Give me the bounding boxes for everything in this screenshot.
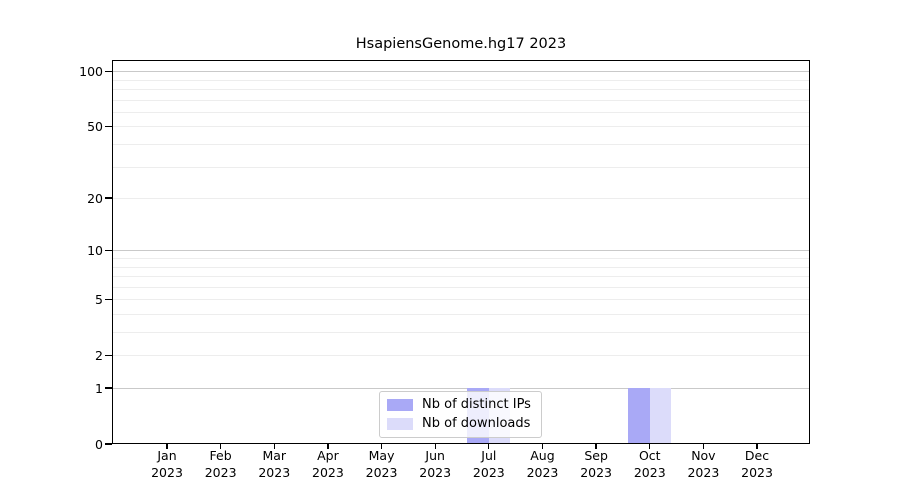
x-tick-label-line: 2023 <box>472 464 505 480</box>
x-tick-label-line: Oct <box>638 448 661 463</box>
x-tick-mark <box>273 444 275 449</box>
gridline-minor <box>112 313 810 315</box>
x-tick-label-line: Dec <box>744 448 770 463</box>
x-tick-mark <box>380 444 383 449</box>
gridline-minor <box>112 79 810 81</box>
x-tick-label: Sep 2023 <box>564 448 628 481</box>
x-tick-mark <box>541 444 544 449</box>
gridline-major <box>112 71 810 73</box>
gridline-minor <box>112 258 810 259</box>
x-tick-label-line: 2023 <box>526 464 559 480</box>
y-tick-label: 5 <box>95 291 103 307</box>
x-tick-label: Oct 2023 <box>618 448 682 481</box>
x-tick-label-line: Aug <box>530 448 555 463</box>
x-tick-mark <box>219 444 222 449</box>
y-tick-mark <box>105 197 112 199</box>
y-tick-label: 1 <box>95 380 103 396</box>
bar-distinct-ips-oct <box>628 388 650 444</box>
y-tick-mark <box>105 443 112 445</box>
x-tick-label-line: Nov <box>691 448 716 463</box>
y-tick-mark <box>105 298 112 300</box>
x-tick-label-line: Mar <box>262 448 287 463</box>
x-tick-label: May 2023 <box>350 448 414 481</box>
x-tick-label-line: Jan <box>157 448 177 463</box>
x-tick-label-line: 2023 <box>687 464 720 480</box>
x-tick-label: Aug 2023 <box>510 448 574 481</box>
y-tick-label: 2 <box>95 347 103 363</box>
y-tick-label: 100 <box>79 63 103 79</box>
y-tick-label: 20 <box>87 190 103 206</box>
x-tick-label: Nov 2023 <box>671 448 735 481</box>
legend: Nb of distinct IPs Nb of downloads <box>379 391 542 438</box>
gridline-major <box>112 388 810 389</box>
gridline-minor <box>112 276 810 278</box>
y-tick-mark <box>105 125 112 128</box>
x-tick-mark <box>488 444 490 449</box>
x-tick-label-line: 2023 <box>151 464 183 480</box>
y-tick-mark <box>105 387 112 389</box>
x-tick-mark <box>327 444 329 449</box>
bars-layer <box>112 60 810 444</box>
gridline-minor <box>112 266 810 268</box>
plot-area <box>112 60 810 444</box>
gridline-minor <box>112 144 810 146</box>
y-tick-label: 0 <box>95 436 103 452</box>
x-tick-label: Dec 2023 <box>725 448 789 481</box>
gridline-minor <box>112 286 810 288</box>
gridline-minor <box>112 166 810 168</box>
x-tick-label: Jan 2023 <box>135 448 199 481</box>
gridline-minor <box>112 299 810 301</box>
y-tick-mark <box>105 354 112 356</box>
x-tick-label: Apr 2023 <box>296 448 360 481</box>
x-tick-mark <box>649 444 651 449</box>
x-tick-label: Mar 2023 <box>242 448 306 481</box>
grid-layer <box>112 60 810 444</box>
legend-label-distinct-ips: Nb of distinct IPs <box>422 397 531 412</box>
gridline-minor <box>112 126 810 128</box>
legend-swatch-downloads <box>387 418 413 430</box>
bar-downloads-oct <box>649 388 672 444</box>
x-tick-label-line: 2023 <box>204 464 237 480</box>
gridline-minor <box>112 332 810 334</box>
x-tick-label-line: 2023 <box>741 464 773 480</box>
chart-title: HsapiensGenome.hg17 2023 <box>355 36 567 52</box>
legend-item-downloads: Nb of downloads <box>387 416 531 432</box>
x-tick-mark <box>702 444 705 449</box>
legend-swatch-distinct-ips <box>387 399 413 411</box>
x-tick-label-line: 2023 <box>258 464 291 480</box>
x-tick-label-line: Sep <box>584 448 608 463</box>
x-tick-label-line: Apr <box>317 448 339 463</box>
y-tick-mark <box>105 70 112 72</box>
x-tick-label-line: Feb <box>209 448 232 463</box>
x-tick-label-line: Jun <box>425 448 445 463</box>
x-tick-label-line: 2023 <box>365 464 398 480</box>
gridline-minor <box>112 99 810 101</box>
x-tick-mark <box>595 444 597 449</box>
gridline-minor <box>112 198 810 200</box>
x-tick-mark <box>756 444 758 449</box>
x-tick-label-line: 2023 <box>580 464 613 480</box>
gridline-minor <box>112 355 810 357</box>
gridline-minor <box>112 89 810 91</box>
x-tick-label: Jul 2023 <box>457 448 521 481</box>
gridline-major <box>112 250 810 252</box>
x-tick-label: Jun 2023 <box>403 448 467 481</box>
x-tick-label-line: 2023 <box>633 464 666 480</box>
gridline-minor <box>112 111 810 113</box>
y-tick-label: 50 <box>87 118 103 134</box>
y-tick-mark <box>105 249 112 251</box>
x-tick-label-line: May <box>368 448 395 463</box>
x-tick-label-line: Jul <box>481 448 497 463</box>
legend-label-downloads: Nb of downloads <box>422 416 531 431</box>
y-tick-label: 10 <box>87 242 103 258</box>
x-tick-mark <box>166 444 168 449</box>
x-tick-label-line: 2023 <box>419 464 452 480</box>
x-tick-label: Feb 2023 <box>189 448 253 481</box>
legend-item-distinct-ips: Nb of distinct IPs <box>387 397 531 413</box>
x-tick-label-line: 2023 <box>312 464 344 480</box>
x-tick-mark <box>434 444 436 449</box>
